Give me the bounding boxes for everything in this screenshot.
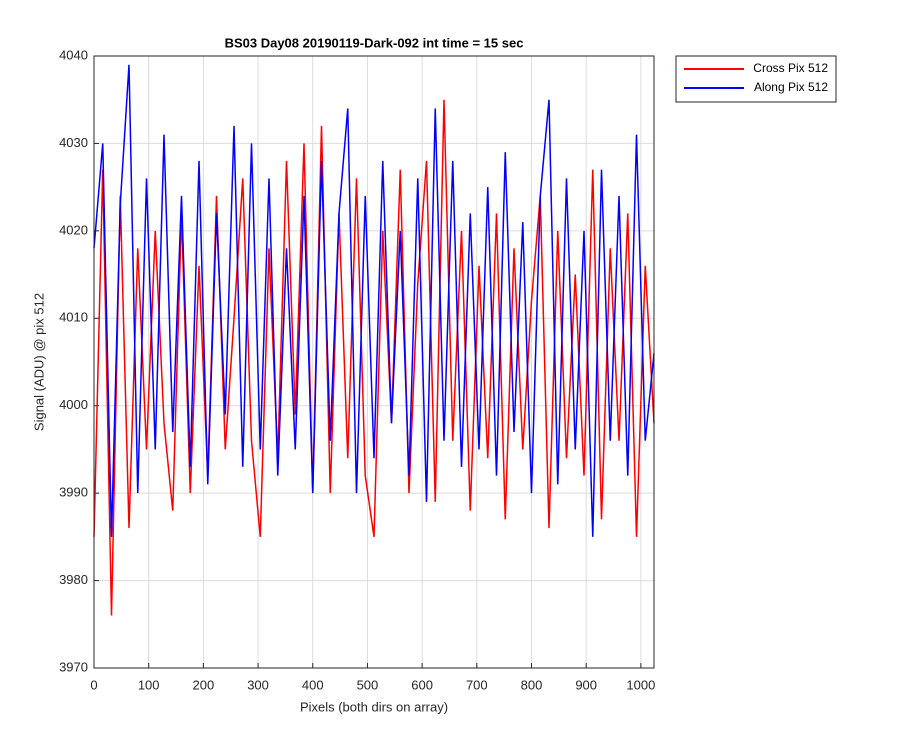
y-tick-label: 3990 xyxy=(59,485,88,500)
x-tick-label: 700 xyxy=(466,677,488,692)
x-tick-label: 900 xyxy=(575,677,597,692)
x-tick-label: 600 xyxy=(411,677,433,692)
x-tick-label: 800 xyxy=(521,677,543,692)
y-tick-label: 4010 xyxy=(59,310,88,325)
y-tick-label: 4020 xyxy=(59,222,88,237)
y-tick-label: 3970 xyxy=(59,659,88,674)
x-tick-label: 300 xyxy=(247,677,269,692)
x-tick-label: 1000 xyxy=(626,677,655,692)
chart-title: BS03 Day08 20190119-Dark-092 int time = … xyxy=(225,35,524,50)
x-tick-label: 200 xyxy=(193,677,215,692)
y-tick-label: 3980 xyxy=(59,572,88,587)
y-tick-label: 4000 xyxy=(59,397,88,412)
x-tick-label: 500 xyxy=(357,677,379,692)
y-tick-label: 4030 xyxy=(59,135,88,150)
data-line xyxy=(93,99,655,616)
legend-box xyxy=(675,55,837,103)
x-tick-label: 0 xyxy=(90,677,97,692)
legend-label: Cross Pix 512 xyxy=(753,61,828,75)
x-axis-label: Pixels (both dirs on array) xyxy=(300,699,448,714)
plot-frame xyxy=(93,55,655,669)
x-tick-label: 100 xyxy=(138,677,160,692)
x-tick-label: 400 xyxy=(302,677,324,692)
y-tick-label: 4040 xyxy=(59,47,88,62)
data-line xyxy=(93,64,655,537)
legend-label: Along Pix 512 xyxy=(754,80,828,94)
y-axis-label: Signal (ADU) @ pix 512 xyxy=(31,293,46,431)
